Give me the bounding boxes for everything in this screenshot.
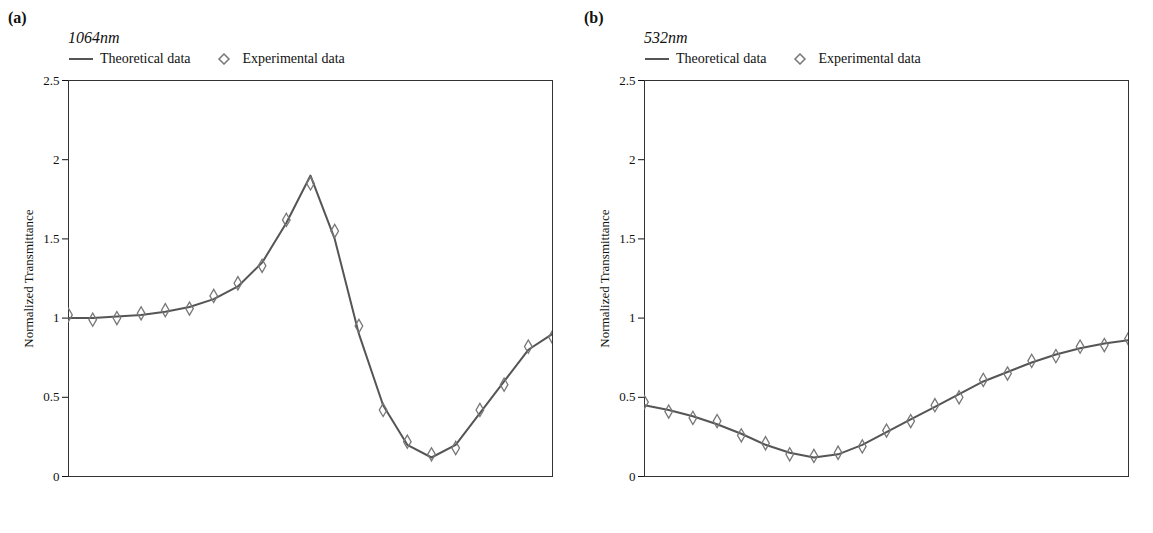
svg-text:0: 0 [53,469,60,484]
html-text:(b): (b) [584,9,604,26]
svg-text:Normalized Transmittance: Normalized Transmittance [21,209,36,348]
html-text:Theoretical data: Theoretical data [676,51,767,66]
html-text:(a): (a) [8,9,27,26]
svg-text:2.5: 2.5 [43,73,59,88]
svg-text:Normalized Transmittance: Normalized Transmittance [597,209,612,348]
svg-text:2: 2 [629,152,636,167]
svg-text:1: 1 [53,310,60,325]
svg-text:2: 2 [53,152,60,167]
svg-text:0: 0 [629,469,636,484]
svg-text:0.5: 0.5 [619,389,635,404]
html-text:532nm: 532nm [644,29,688,46]
html-text:Theoretical data: Theoretical data [100,51,191,66]
html-text:Experimental data: Experimental data [242,51,345,66]
svg-text:0.5: 0.5 [43,389,59,404]
svg-text:1.5: 1.5 [43,231,59,246]
svg-text:2.5: 2.5 [619,73,635,88]
html-text:1064nm: 1064nm [68,29,120,46]
html-text:Experimental data: Experimental data [818,51,921,66]
svg-text:1.5: 1.5 [619,231,635,246]
svg-text:1: 1 [629,310,636,325]
